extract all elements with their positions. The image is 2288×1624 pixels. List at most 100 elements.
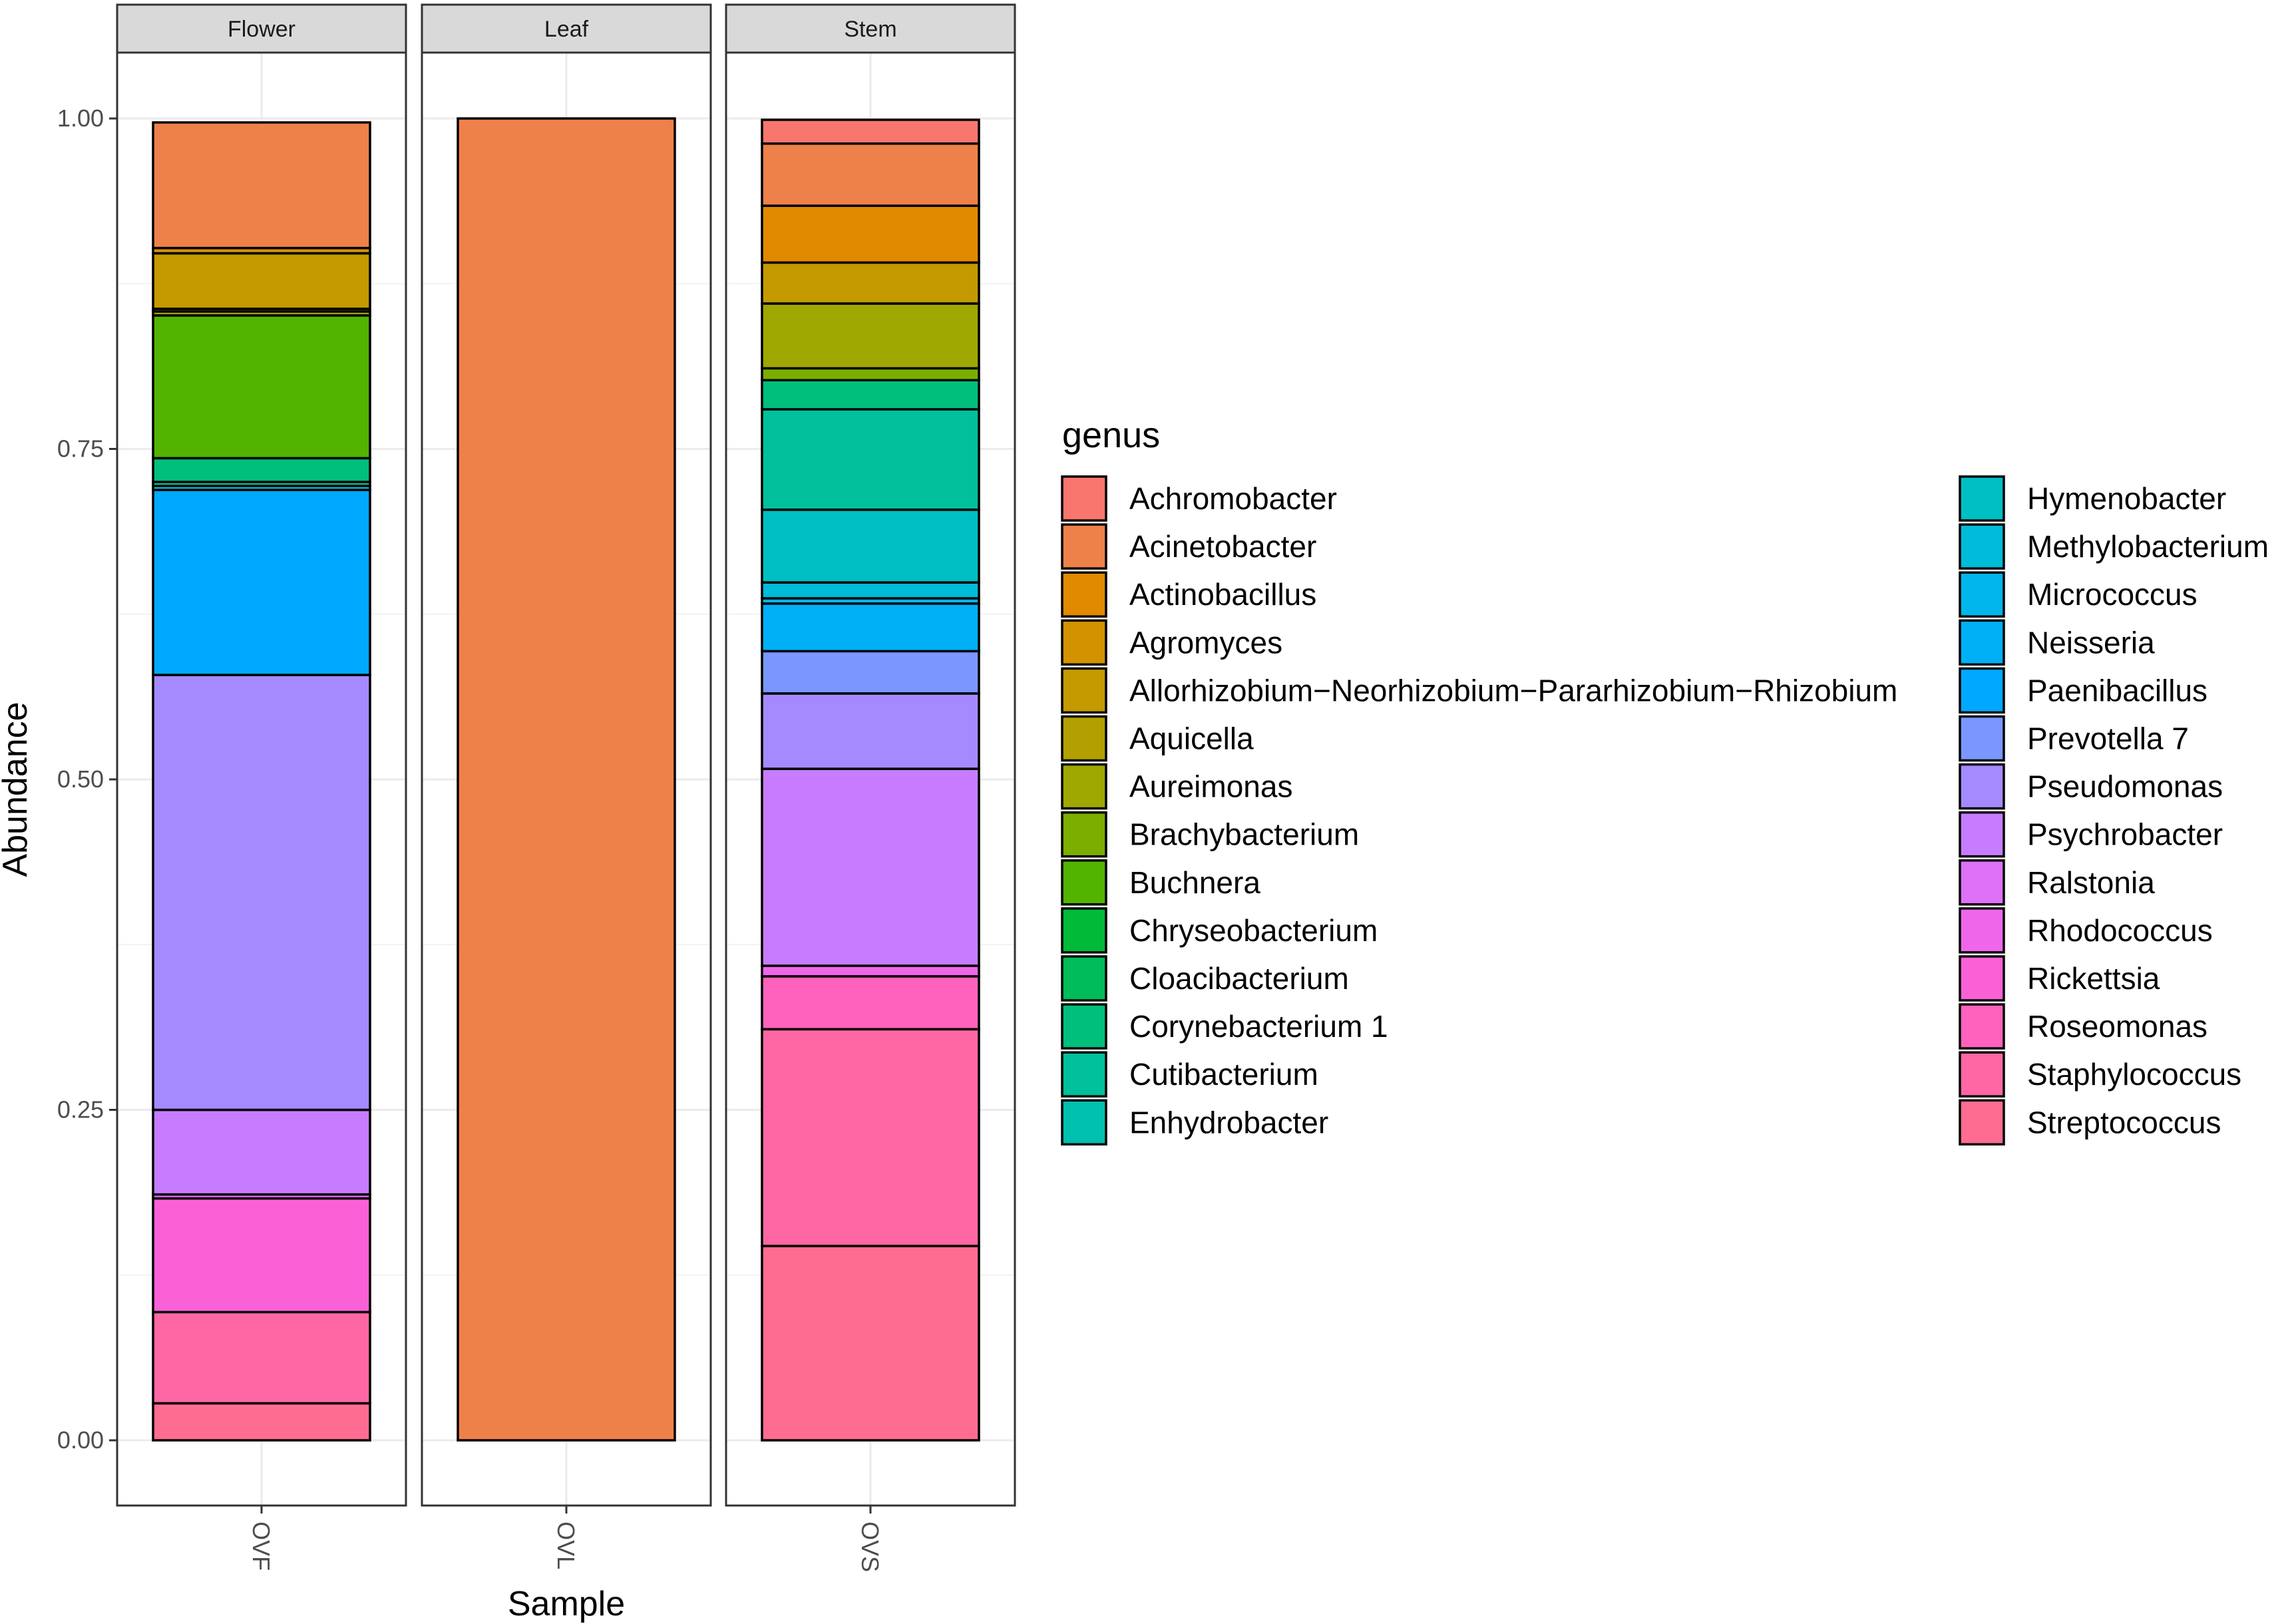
legend-label: Cutibacterium: [1129, 1057, 1318, 1092]
facet-strip-stem: [725, 3, 1016, 54]
legend-label: Streptococcus: [2027, 1105, 2221, 1139]
x-tick-label: OVS: [857, 1522, 884, 1572]
facet-label: Stem: [844, 17, 896, 42]
legend-key-aquicella: [1061, 715, 1107, 762]
legend-label: Agromyces: [1129, 625, 1282, 660]
x-axis: OVF OVL OVS: [248, 1506, 884, 1572]
legend-key-staphylococcus: [1959, 1051, 2005, 1098]
x-tick-label: OVL: [552, 1522, 580, 1569]
bar-segment-ovf-pseudomonas: [152, 674, 371, 1112]
bar-segment-ovs-aureimonas: [761, 302, 980, 370]
legend-label: Corynebacterium 1: [1129, 1009, 1388, 1044]
legend-label: Enhydrobacter: [1129, 1105, 1328, 1139]
legend-key-roseomonas: [1959, 1003, 2005, 1050]
bar-segment-ovs-actinobacillus: [761, 204, 980, 264]
legend-label: Rickettsia: [2027, 961, 2160, 996]
legend-label: Micrococcus: [2027, 577, 2197, 612]
y-axis: 0.00 0.25 0.50 0.75 1.00: [57, 104, 117, 1454]
legend-key-buchnera: [1061, 859, 1107, 906]
bar-segment-ovs-prevotella-7: [761, 650, 980, 695]
legend-label: Neisseria: [2027, 625, 2155, 660]
legend-key-allorhizobium-neorhizobium-pararhizobium-rhizobium: [1061, 667, 1107, 714]
legend-label: Staphylococcus: [2027, 1057, 2241, 1092]
bar-segment-ovf-buchnera: [152, 314, 371, 460]
bar-segments: [152, 117, 980, 1442]
legend-label: Roseomonas: [2027, 1009, 2207, 1044]
bar-segment-ovs-neisseria: [761, 602, 980, 653]
bar-segment-ovf-rickettsia: [152, 1197, 371, 1314]
legend-label: Methylobacterium: [2027, 529, 2269, 564]
legend-key-chryseobacterium: [1061, 907, 1107, 954]
legend: genus Achromobacter Acinetobacter Actinoba…: [1061, 415, 2269, 1146]
legend-label: Hymenobacter: [2027, 481, 2226, 516]
legend-label: Actinobacillus: [1129, 577, 1316, 612]
bar-segment-ovf-psychrobacter: [152, 1108, 371, 1196]
bar-segment-ovf-allorhizobium-neorhizobium-pararhizobium-rhizobium: [152, 252, 371, 310]
legend-label: Psychrobacter: [2027, 817, 2223, 852]
bar-segment-ovf-corynebacterium-1: [152, 457, 371, 483]
legend-label: Brachybacterium: [1129, 817, 1359, 852]
legend-key-actinobacillus: [1061, 571, 1107, 618]
legend-key-achromobacter: [1061, 475, 1107, 522]
legend-label: Aureimonas: [1129, 769, 1292, 804]
legend-key-cutibacterium: [1061, 1051, 1107, 1098]
legend-label: Allorhizobium−Neorhizobium−Pararhizobium…: [1129, 673, 1897, 708]
bar-segment-ovs-corynebacterium-1: [761, 379, 980, 411]
legend-key-agromyces: [1061, 619, 1107, 666]
bar-segment-ovf-staphylococcus: [152, 1311, 371, 1405]
legend-key-rhodococcus: [1959, 907, 2005, 954]
legend-label: Pseudomonas: [2027, 769, 2223, 804]
legend-key-aureimonas: [1061, 763, 1107, 810]
legend-title: genus: [1062, 415, 1160, 455]
legend-key-micrococcus: [1959, 571, 2005, 618]
legend-key-pseudomonas: [1959, 763, 2005, 810]
bar-segment-ovs-acinetobacter: [761, 142, 980, 207]
legend-label: Achromobacter: [1129, 481, 1337, 516]
y-tick-label: 0.00: [57, 1426, 104, 1454]
bar-segment-ovs-roseomonas: [761, 975, 980, 1031]
legend-label: Prevotella 7: [2027, 721, 2189, 756]
legend-key-enhydrobacter: [1061, 1099, 1107, 1146]
facet-strip-leaf: [421, 3, 712, 54]
bar-segment-ovs-rhodococcus: [761, 964, 980, 978]
bar-segment-ovs-brachybacterium: [761, 367, 980, 381]
bar-segment-ovl-acinetobacter: [457, 117, 676, 1442]
bar-segment-ovs-psychrobacter: [761, 767, 980, 967]
legend-key-cloacibacterium: [1061, 955, 1107, 1002]
legend-key-neisseria: [1959, 619, 2005, 666]
legend-label: Paenibacillus: [2027, 673, 2207, 708]
bar-segment-ovf-acinetobacter: [152, 121, 371, 250]
y-tick-label: 0.25: [57, 1096, 104, 1123]
legend-label: Ralstonia: [2027, 865, 2155, 900]
facet-label: Leaf: [544, 17, 589, 42]
facet-label: Flower: [228, 17, 295, 42]
legend-key-psychrobacter: [1959, 811, 2005, 858]
bar-segment-ovs-staphylococcus: [761, 1028, 980, 1247]
legend-key-acinetobacter: [1061, 523, 1107, 570]
legend-label: Chryseobacterium: [1129, 913, 1378, 948]
legend-label: Cloacibacterium: [1129, 961, 1349, 996]
legend-label: Aquicella: [1129, 721, 1254, 756]
legend-label: Buchnera: [1129, 865, 1260, 900]
x-axis-title: Sample: [508, 1585, 625, 1623]
legend-key-methylobacterium: [1959, 523, 2005, 570]
legend-key-paenibacillus: [1959, 667, 2005, 714]
legend-key-rickettsia: [1959, 955, 2005, 1002]
y-axis-title: Abundance: [0, 702, 35, 877]
x-tick-label: OVF: [248, 1522, 275, 1571]
y-tick-label: 0.50: [57, 765, 104, 793]
legend-key-streptococcus: [1959, 1099, 2005, 1146]
bar-segment-ovs-methylobacterium: [761, 581, 980, 600]
legend-label: Acinetobacter: [1129, 529, 1316, 564]
bar-segment-ovf-streptococcus: [152, 1402, 371, 1442]
bar-segment-ovs-allorhizobium-neorhizobium-pararhizobium-rhizobium: [761, 261, 980, 305]
legend-key-brachybacterium: [1061, 811, 1107, 858]
bar-segment-ovf-paenibacillus: [152, 489, 371, 676]
legend-key-ralstonia: [1959, 859, 2005, 906]
legend-label: Rhodococcus: [2027, 913, 2213, 948]
bar-segment-ovs-hymenobacter: [761, 508, 980, 584]
legend-key-prevotella-7: [1959, 715, 2005, 762]
bar-segment-ovs-cutibacterium: [761, 408, 980, 511]
bar-segment-ovs-achromobacter: [761, 118, 980, 145]
